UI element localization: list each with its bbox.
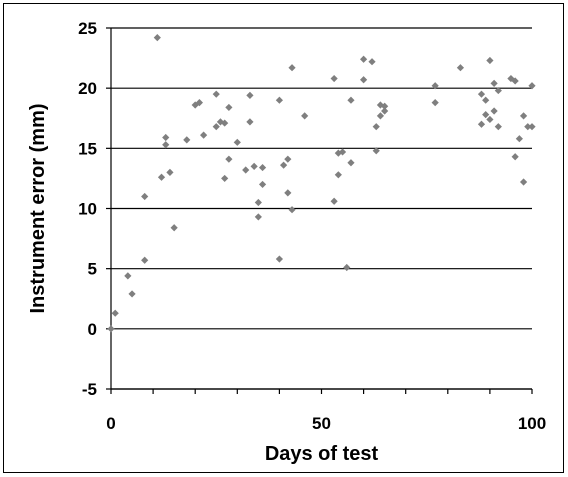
- data-point: [482, 111, 490, 119]
- data-point: [334, 149, 342, 157]
- data-point: [330, 74, 338, 83]
- data-point: [107, 325, 115, 333]
- chart-frame: [3, 3, 564, 473]
- data-point: [246, 118, 254, 126]
- data-point: [372, 147, 380, 155]
- data-point: [275, 96, 283, 104]
- data-point: [519, 178, 528, 186]
- data-point: [288, 206, 296, 214]
- data-point: [170, 224, 178, 232]
- tick-labels: -5 0 5 10 15 20 25 0 50 100: [78, 19, 546, 433]
- data-point: [258, 180, 267, 189]
- data-point: [381, 102, 389, 110]
- x-tick-label: 0: [106, 414, 115, 433]
- data-point: [284, 189, 292, 197]
- data-point: [221, 119, 229, 127]
- data-point: [288, 64, 296, 72]
- data-point: [195, 99, 204, 107]
- data-point: [153, 34, 161, 42]
- data-point: [343, 263, 351, 272]
- data-point: [431, 82, 439, 90]
- axes: [106, 27, 533, 394]
- data-point: [183, 136, 191, 144]
- data-point: [528, 82, 536, 90]
- data-point: [284, 155, 292, 163]
- data-point: [372, 123, 380, 131]
- data-point: [157, 173, 166, 181]
- data-point: [124, 272, 132, 280]
- data-point: [258, 163, 267, 172]
- x-tick-label: 100: [518, 414, 546, 433]
- data-point: [482, 96, 490, 104]
- data-point: [494, 86, 502, 95]
- data-point: [376, 112, 385, 120]
- data-point: [141, 192, 149, 201]
- data-point: [528, 123, 536, 131]
- data-point: [254, 198, 262, 207]
- data-point: [477, 120, 486, 128]
- y-tick-label: 20: [78, 79, 97, 98]
- data-point: [280, 161, 288, 169]
- y-tick-label: -5: [82, 380, 97, 399]
- data-point: [111, 309, 119, 317]
- data-point: [511, 77, 519, 85]
- gridlines: [111, 27, 532, 390]
- data-point: [347, 96, 355, 104]
- data-point: [166, 168, 174, 176]
- data-point: [490, 107, 498, 115]
- data-point: [200, 131, 208, 139]
- data-point: [347, 159, 355, 167]
- y-axis-title: Instrument error (mm): [27, 103, 49, 313]
- data-point: [477, 90, 486, 98]
- y-tick-label: 10: [78, 200, 97, 219]
- data-point: [486, 115, 494, 124]
- data-point: [511, 153, 519, 161]
- data-point: [162, 141, 170, 149]
- data-point: [494, 123, 502, 131]
- data-point: [250, 162, 258, 170]
- x-tick-label: 50: [312, 414, 331, 433]
- data-point: [221, 174, 229, 183]
- data-point: [162, 133, 170, 142]
- data-point: [368, 58, 376, 66]
- data-point: [301, 112, 309, 120]
- data-point: [225, 155, 233, 163]
- data-point: [334, 171, 342, 179]
- data-point: [519, 112, 528, 120]
- y-tick-label: 0: [88, 320, 97, 339]
- y-tick-label: 15: [78, 139, 97, 158]
- data-points: [107, 34, 536, 333]
- x-axis-title: Days of test: [265, 443, 379, 465]
- data-point: [212, 90, 220, 98]
- data-point: [128, 290, 136, 298]
- data-point: [233, 138, 241, 146]
- data-point: [431, 99, 439, 107]
- data-point: [360, 76, 368, 84]
- data-point: [141, 256, 149, 264]
- data-point: [456, 64, 465, 72]
- y-tick-label: 5: [88, 260, 97, 279]
- data-point: [490, 79, 498, 87]
- data-point: [360, 55, 368, 63]
- data-point: [212, 123, 220, 131]
- data-point: [246, 91, 254, 99]
- data-point: [330, 197, 338, 205]
- data-point: [515, 135, 523, 143]
- data-point: [524, 123, 532, 131]
- data-point: [225, 103, 233, 112]
- data-point: [242, 166, 250, 174]
- y-tick-label: 25: [78, 19, 97, 38]
- data-point: [338, 148, 347, 156]
- data-point: [486, 56, 494, 65]
- data-point: [275, 255, 283, 263]
- data-point: [254, 213, 262, 221]
- data-point: [381, 107, 389, 115]
